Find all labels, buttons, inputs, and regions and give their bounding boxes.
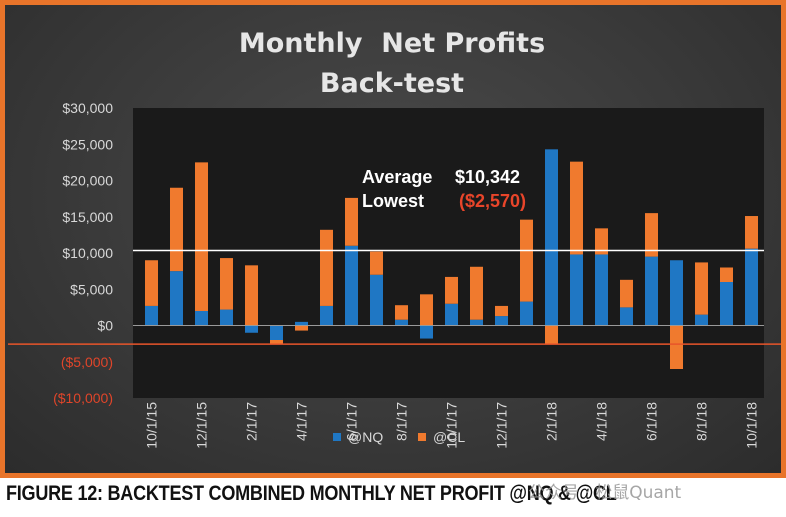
bar-nq xyxy=(245,325,258,333)
bar-cl xyxy=(220,258,233,310)
bar-nq xyxy=(345,245,358,326)
bar-cl xyxy=(695,262,708,315)
bar-cl xyxy=(445,276,458,304)
bar-cl xyxy=(420,294,433,326)
bar-cl xyxy=(570,161,583,255)
bar-cl xyxy=(595,228,608,255)
bar-nq xyxy=(170,271,183,326)
y-tick-label: $25,000 xyxy=(62,136,113,152)
bar-cl xyxy=(245,265,258,326)
bar-nq xyxy=(720,282,733,326)
x-tick-label: 4/1/17 xyxy=(294,402,310,441)
bar-nq xyxy=(320,305,333,326)
y-tick-label: $5,000 xyxy=(70,281,113,297)
plot-area xyxy=(133,108,764,398)
watermark: 公众号 · 松鼠Quant xyxy=(528,483,682,503)
x-tick-label: 10/1/15 xyxy=(144,402,160,449)
chart-svg: Monthly Net Profits Back-test $30,000 $25… xyxy=(8,28,781,449)
bar-cl xyxy=(170,187,183,272)
bar-cl xyxy=(545,325,558,344)
bar-cl xyxy=(670,325,683,369)
bar-cl xyxy=(470,266,483,320)
bar-nq xyxy=(395,319,408,326)
bar-cl xyxy=(520,219,533,302)
bar-cl xyxy=(495,305,508,317)
bar-cl xyxy=(270,340,283,345)
bar-cl xyxy=(345,197,358,246)
bar-cl xyxy=(745,216,758,249)
chart-frame: Monthly Net Profits Back-test $30,000 $25… xyxy=(0,0,786,478)
legend-swatch-nq xyxy=(333,433,341,441)
x-tick-label: 12/1/15 xyxy=(194,402,210,449)
y-tick-label: $30,000 xyxy=(62,100,113,116)
bar-nq xyxy=(295,321,308,326)
lowest-label: Lowest xyxy=(362,191,424,211)
bar-nq xyxy=(670,260,683,326)
chart-subtitle: Back-test xyxy=(320,68,464,99)
y-tick-label: ($5,000) xyxy=(61,354,113,370)
bar-nq xyxy=(620,307,633,326)
y-tick-label: $0 xyxy=(97,318,113,334)
figure-caption: FIGURE 12: BACKTEST COMBINED MONTHLY NET… xyxy=(6,482,617,505)
bar-cl xyxy=(620,279,633,308)
x-tick-label: 6/1/18 xyxy=(644,402,660,441)
bar-nq xyxy=(595,254,608,326)
y-tick-label: $15,000 xyxy=(62,209,113,225)
x-tick-label: 2/1/17 xyxy=(244,402,260,441)
bar-nq xyxy=(220,309,233,326)
bar-cl xyxy=(145,260,158,306)
x-tick-label: 12/1/17 xyxy=(494,402,510,449)
bar-cl xyxy=(395,305,408,320)
chart-title: Monthly Net Profits xyxy=(239,28,545,59)
average-value: $10,342 xyxy=(455,167,520,187)
bar-cl xyxy=(320,229,333,306)
bar-nq xyxy=(470,319,483,326)
x-tick-label: 10/1/17 xyxy=(444,402,460,449)
bar-nq xyxy=(695,314,708,326)
bar-nq xyxy=(570,254,583,326)
bar-cl xyxy=(195,162,208,311)
bar-nq xyxy=(745,248,758,326)
bar-nq xyxy=(495,316,508,326)
bar-nq xyxy=(520,301,533,326)
bar-nq xyxy=(195,311,208,326)
legend-swatch-cl xyxy=(418,433,426,441)
bar-nq xyxy=(420,325,433,339)
y-tick-label: $20,000 xyxy=(62,173,113,189)
average-label: Average xyxy=(362,167,432,187)
legend: @NQ @CL xyxy=(333,429,465,445)
y-tick-label: $10,000 xyxy=(62,245,113,261)
bar-cl xyxy=(370,251,383,275)
legend-label-nq: @NQ xyxy=(348,429,383,445)
x-tick-label: 8/1/17 xyxy=(394,402,410,441)
x-tick-label: 2/1/18 xyxy=(544,402,560,441)
legend-label-cl: @CL xyxy=(433,429,465,445)
bar-nq xyxy=(270,325,283,340)
bar-nq xyxy=(645,256,658,326)
bar-cl xyxy=(720,267,733,282)
bar-cl xyxy=(645,213,658,257)
bar-cl xyxy=(295,325,308,331)
x-tick-label: 10/1/18 xyxy=(744,402,760,449)
x-tick-label: 4/1/18 xyxy=(594,402,610,441)
bar-nq xyxy=(370,274,383,326)
x-tick-label: 8/1/18 xyxy=(694,402,710,441)
bar-nq xyxy=(145,305,158,326)
lowest-value: ($2,570) xyxy=(459,191,526,211)
y-tick-label: ($10,000) xyxy=(53,390,113,406)
bar-nq xyxy=(545,149,558,326)
bar-nq xyxy=(445,303,458,326)
x-tick-label: 6/1/17 xyxy=(344,402,360,441)
